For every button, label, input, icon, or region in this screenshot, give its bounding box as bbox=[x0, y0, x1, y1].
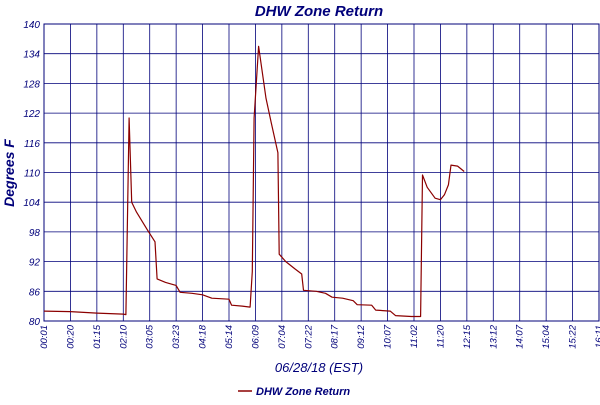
x-tick-label: 11:20 bbox=[435, 324, 446, 348]
x-tick-label: 10:07 bbox=[383, 324, 394, 348]
x-tick-label: 07:22 bbox=[303, 324, 314, 348]
y-tick-label: 116 bbox=[24, 139, 40, 150]
y-tick-label: 128 bbox=[23, 79, 40, 90]
grid bbox=[44, 24, 599, 321]
x-tick-label: 09:12 bbox=[356, 324, 367, 348]
legend: DHW Zone Return bbox=[238, 386, 350, 398]
x-axis-label: 06/28/18 (EST) bbox=[275, 360, 363, 375]
x-tick-label: 03:23 bbox=[171, 324, 182, 348]
y-axis-label: Degrees F bbox=[1, 139, 17, 207]
x-tick-label: 15:04 bbox=[541, 325, 552, 349]
chart-title: DHW Zone Return bbox=[255, 3, 383, 20]
x-tick-label: 15:22 bbox=[568, 324, 579, 348]
y-tick-label: 134 bbox=[23, 50, 40, 61]
x-tick-label: 12:15 bbox=[462, 324, 473, 348]
y-tick-label: 104 bbox=[23, 198, 40, 209]
y-tick-label: 86 bbox=[29, 287, 41, 298]
x-tick-label: 07:04 bbox=[277, 325, 288, 349]
series-layer bbox=[43, 45, 465, 318]
x-tick-label: 03:05 bbox=[145, 324, 156, 348]
y-tick-label: 122 bbox=[23, 109, 40, 120]
x-tick-label: 00:01 bbox=[39, 325, 50, 349]
x-tick-label: 02:10 bbox=[118, 324, 129, 348]
y-tick-label: 140 bbox=[23, 20, 40, 31]
y-tick-label: 92 bbox=[29, 258, 41, 269]
x-tick-label: 08:17 bbox=[330, 324, 341, 348]
x-tick-label: 01:15 bbox=[92, 324, 103, 348]
legend-label: DHW Zone Return bbox=[256, 386, 350, 398]
x-tick-label: 04:18 bbox=[198, 324, 209, 348]
y-axis-ticks: 80 86 92 98 104 110 116 122 128 134 140 bbox=[23, 20, 40, 328]
y-tick-label: 110 bbox=[24, 169, 40, 180]
x-axis-ticks: 00:01 00:20 01:15 02:10 03:05 03:23 04:18 05:14… bbox=[39, 324, 600, 348]
x-tick-label: 16:11 bbox=[594, 325, 600, 348]
x-tick-label: 11:02 bbox=[409, 324, 420, 348]
x-tick-label: 00:20 bbox=[65, 324, 76, 348]
x-tick-label: 14:07 bbox=[515, 324, 526, 348]
x-tick-label: 05:14 bbox=[224, 325, 235, 349]
x-tick-label: 13:12 bbox=[488, 324, 499, 348]
x-tick-label: 06:09 bbox=[250, 324, 261, 348]
y-tick-label: 80 bbox=[29, 317, 41, 328]
series-line-dhw-zone-return bbox=[43, 45, 465, 318]
y-tick-label: 98 bbox=[29, 228, 41, 239]
